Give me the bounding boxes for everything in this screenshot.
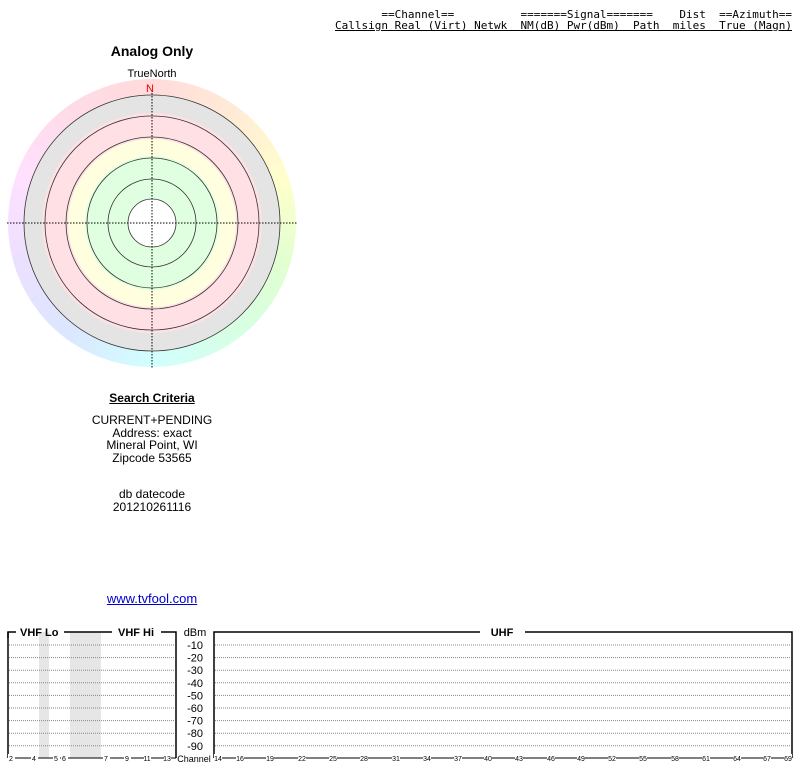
db-datecode-value: 201210261116 [112, 499, 192, 514]
table-column-header: Callsign Real (Virt) Netwk NM(dB) Pwr(dB… [335, 19, 792, 32]
table-group-header: ==Channel== =======Signal======= Dist ==… [341, 8, 792, 21]
dbm-tick-label: -90 [187, 741, 203, 753]
dbm-tick-label: -80 [187, 728, 203, 740]
search-criteria-title: Search Criteria [109, 391, 195, 405]
search-criteria-body: CURRENT+PENDING Address: exact Mineral P… [0, 414, 304, 464]
uhf-channel-tick: 58 [671, 756, 679, 763]
dbm-tick-label: -60 [187, 703, 203, 715]
criteria-line: Address: exact [112, 425, 192, 440]
vhf-channel-tick: 4 [32, 756, 36, 763]
uhf-channel-tick: 22 [298, 756, 306, 763]
db-datecode: db datecode 201210261116 [0, 488, 304, 513]
dbm-tick-label: -50 [187, 690, 203, 702]
uhf-channel-tick: 67 [763, 756, 771, 763]
vhf-lo-gap-band [39, 632, 49, 758]
vhf-hi-label: VHF Hi [118, 627, 154, 639]
vhf-channel-tick: 11 [143, 756, 150, 763]
uhf-channel-tick: 34 [423, 756, 431, 763]
uhf-channel-tick: 37 [454, 756, 462, 763]
criteria-line: CURRENT+PENDING [91, 413, 213, 427]
uhf-channel-tick: 69 [784, 756, 792, 763]
vhf-channel-tick: 5 [54, 756, 58, 763]
uhf-channel-tick: 61 [702, 756, 710, 763]
uhf-channel-tick: 46 [547, 756, 555, 763]
uhf-channel-tick: 49 [577, 756, 585, 763]
uhf-channel-tick: 43 [515, 756, 523, 763]
polar-title: Analog Only [110, 43, 194, 59]
db-datecode-label: db datecode [118, 487, 186, 501]
vhf-channel-tick: 7 [104, 756, 108, 763]
north-reference-label: TrueNorth [127, 68, 177, 80]
tvfool-link[interactable]: www.tvfool.com [106, 591, 198, 606]
uhf-channel-tick: 19 [266, 756, 274, 763]
uhf-channel-tick: 40 [484, 756, 492, 763]
uhf-frame [213, 631, 793, 758]
dbm-unit-label: dBm [184, 627, 207, 639]
vhf-channel-tick: 13 [163, 756, 171, 763]
uhf-channel-tick: 55 [639, 756, 647, 763]
criteria-line: Zipcode 53565 [112, 450, 192, 465]
uhf-channel-tick: 16 [236, 756, 244, 763]
channel-axis-label: Channel [177, 754, 211, 764]
dbm-tick-label: -30 [187, 665, 203, 677]
uhf-label: UHF [491, 627, 514, 639]
criteria-line: Mineral Point, WI [106, 438, 198, 452]
vhf-channel-tick: 9 [125, 756, 129, 763]
uhf-channel-tick: 52 [608, 756, 616, 763]
vhf-lo-label: VHF Lo [20, 627, 59, 639]
dbm-tick-label: -40 [187, 678, 203, 690]
north-label: N [146, 83, 154, 95]
vhf-channel-tick: 2 [9, 756, 13, 763]
uhf-channel-tick: 64 [733, 756, 741, 763]
dbm-tick-label: -20 [187, 653, 203, 665]
uhf-channel-tick: 25 [329, 756, 337, 763]
dbm-tick-label: -10 [187, 640, 203, 652]
polar-plot [7, 93, 297, 368]
vhf-channel-tick: 6 [62, 756, 66, 763]
spectrum-chart: VHF Lo VHF Hi UHF dBm Channel -10-20-30-… [7, 627, 793, 764]
uhf-channel-tick: 28 [360, 756, 368, 763]
dbm-tick-label: -70 [187, 716, 203, 728]
uhf-channel-tick: 14 [214, 756, 222, 763]
uhf-channel-tick: 31 [392, 756, 400, 763]
